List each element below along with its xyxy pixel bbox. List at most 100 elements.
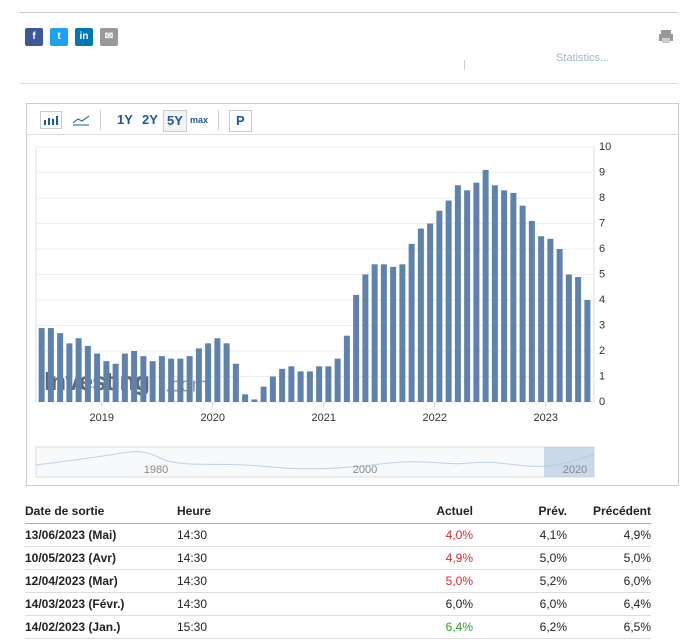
share-button[interactable]: t — [50, 28, 68, 46]
bar — [325, 366, 332, 402]
cell: 15:30 — [177, 615, 377, 639]
bar — [464, 190, 471, 402]
bar — [584, 300, 591, 402]
y-tick-label: 7 — [599, 217, 605, 229]
bar — [251, 399, 258, 402]
cell: 6,4% — [377, 615, 473, 639]
cell: 6,4% — [567, 592, 651, 616]
print-icon[interactable] — [658, 28, 676, 46]
bar — [75, 338, 82, 402]
cell: 6,2% — [473, 615, 567, 639]
navigator-label: 1980 — [144, 464, 168, 476]
cell: 14:30 — [177, 546, 377, 570]
toolbar-rule — [27, 134, 678, 135]
bar — [343, 335, 350, 402]
navigator-label: 2020 — [563, 464, 587, 476]
bar — [427, 223, 434, 402]
bar — [103, 361, 110, 402]
y-tick-label: 0 — [599, 396, 605, 408]
header-cell: Précédent — [567, 499, 651, 524]
navigator — [35, 446, 595, 478]
navigator-line — [35, 451, 595, 470]
bar — [279, 368, 286, 402]
bar — [195, 348, 202, 402]
y-tick-label: 4 — [599, 294, 605, 306]
cell: 4,9% — [377, 546, 473, 570]
bar — [380, 264, 387, 402]
row: 13/06/2023 (Mai) 14:30 4,0% 4,1% 4,9% — [25, 523, 651, 547]
bar — [528, 220, 535, 402]
x-tick-label: 2023 — [534, 412, 558, 424]
cell: 6,0% — [473, 592, 567, 616]
cell: 10/05/2023 (Avr) — [25, 546, 177, 570]
x-tick-label: 2022 — [423, 412, 447, 424]
divider-v — [464, 60, 465, 70]
divider — [20, 83, 678, 84]
p-button[interactable]: P — [229, 110, 252, 132]
top-link[interactable]: Statistics... — [556, 52, 610, 64]
bar — [47, 328, 54, 402]
y-tick-label: 8 — [599, 192, 605, 204]
bar-type-button[interactable] — [40, 111, 62, 129]
cell: 4,0% — [377, 523, 473, 547]
bar — [306, 371, 313, 402]
row: 10/05/2023 (Avr) 14:30 4,9% 5,0% 5,0% — [25, 546, 651, 570]
chart: 012345678910Investing.com201920202021202… — [35, 141, 611, 478]
share-button[interactable]: in — [75, 28, 93, 46]
cell: 14/02/2023 (Jan.) — [25, 615, 177, 639]
y-tick-label: 1 — [599, 370, 605, 382]
bar — [66, 343, 73, 402]
y-tick-label: 3 — [599, 319, 605, 331]
bar — [547, 238, 554, 402]
bar — [519, 205, 526, 402]
bar — [168, 358, 175, 402]
bar — [491, 185, 498, 402]
cell: 6,0% — [377, 592, 473, 616]
cell: 5,0% — [377, 569, 473, 593]
cell: 4,1% — [473, 523, 567, 547]
bar — [362, 274, 369, 402]
line-type-button[interactable] — [70, 111, 92, 129]
header-cell: Actuel — [377, 499, 473, 524]
x-tick-label: 2020 — [201, 412, 225, 424]
y-tick-label: 6 — [599, 243, 605, 255]
bar — [121, 353, 128, 402]
bar — [575, 277, 582, 402]
bar — [84, 345, 91, 402]
bar — [473, 182, 480, 402]
toolbar-sep — [100, 110, 101, 130]
range-button[interactable]: 5Y — [163, 110, 187, 132]
navigator-label: 2000 — [353, 464, 377, 476]
release-table: Date de sortie Heure Actuel Prév. Précédent 1… — [25, 499, 651, 639]
bar — [390, 266, 397, 402]
x-tick-label: 2019 — [90, 412, 114, 424]
row: 12/04/2023 (Mar) 14:30 5,0% 5,2% 6,0% — [25, 569, 651, 593]
navigator-window[interactable] — [544, 447, 594, 477]
bar — [454, 185, 461, 402]
bar — [242, 394, 249, 402]
range-button[interactable]: 2Y — [142, 112, 158, 127]
bar — [371, 264, 378, 402]
cell: 6,5% — [567, 615, 651, 639]
share-button[interactable]: f — [25, 28, 43, 46]
bar — [556, 249, 563, 402]
range-button[interactable]: max — [190, 115, 209, 125]
x-tick-label: 2021 — [312, 412, 336, 424]
bar — [232, 363, 239, 402]
range-button[interactable]: 1Y — [117, 112, 133, 127]
cell: 14/03/2023 (Févr.) — [25, 592, 177, 616]
bar — [177, 358, 184, 402]
top-rule — [20, 12, 678, 13]
cell: 12/04/2023 (Mar) — [25, 569, 177, 593]
bar — [417, 228, 424, 402]
bar — [316, 366, 323, 402]
y-tick-label: 10 — [599, 141, 611, 153]
bar — [186, 356, 193, 402]
share-button[interactable]: ✉ — [100, 28, 118, 46]
cell: 14:30 — [177, 523, 377, 547]
header-cell: Heure — [177, 499, 377, 524]
bar — [565, 274, 572, 402]
bar — [353, 294, 360, 402]
header-cell: Prév. — [473, 499, 567, 524]
